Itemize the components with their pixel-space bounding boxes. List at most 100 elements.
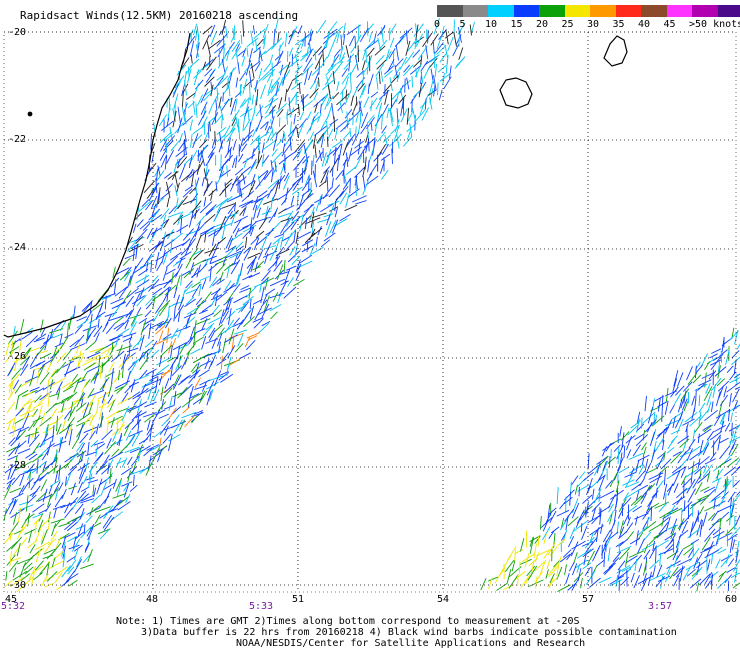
wind-barb (83, 362, 96, 371)
wind-barb (138, 351, 144, 362)
wind-barb (665, 539, 674, 549)
wind-barb (294, 140, 305, 153)
wind-barb (166, 327, 170, 344)
wind-barb (345, 76, 349, 86)
wind-barb (711, 348, 722, 354)
wind-barb (31, 442, 41, 455)
wind-barb (643, 463, 652, 479)
wind-barb (153, 430, 162, 438)
wind-barb (129, 484, 138, 492)
wind-barb (624, 474, 633, 489)
wind-barb (177, 106, 181, 123)
wind-barb (242, 129, 255, 141)
wind-barb (147, 455, 152, 471)
wind-barb (6, 480, 13, 490)
wind-barb (565, 515, 569, 531)
legend-label: >50 knots (689, 19, 740, 30)
wind-barb (4, 532, 14, 544)
wind-barb (290, 26, 298, 40)
wind-barb (248, 84, 251, 101)
wind-barb (681, 520, 689, 534)
wind-barb (202, 25, 213, 35)
wind-barb (9, 426, 25, 434)
lat-label-22: -22 (8, 134, 27, 145)
wind-barb (329, 219, 337, 234)
wind-barb (80, 498, 95, 504)
wind-barb (534, 535, 541, 544)
wind-barb (694, 421, 703, 433)
wind-barb (258, 51, 261, 63)
wind-barb (52, 333, 63, 339)
wind-barb (683, 401, 689, 412)
wind-barb (708, 370, 717, 380)
wind-barb (323, 232, 336, 242)
wind-barb (415, 33, 424, 47)
wind-barb (120, 354, 129, 370)
wind-barb (239, 98, 246, 109)
wind-barb (53, 481, 61, 493)
wind-barb (191, 283, 201, 298)
wind-barb (263, 37, 266, 50)
wind-barb (362, 174, 366, 191)
wind-barb (225, 235, 233, 249)
wind-barb (225, 212, 239, 219)
wind-barb (181, 91, 184, 108)
wind-barb (115, 337, 119, 347)
wind-barb (506, 568, 512, 584)
wind-barb (171, 365, 182, 377)
wind-barb (591, 501, 602, 513)
wind-barb (189, 262, 195, 275)
wind-barb (271, 106, 274, 119)
wind-barb (589, 577, 601, 588)
wind-barb (156, 261, 163, 272)
wind-barb (645, 500, 653, 514)
wind-barb (162, 252, 168, 265)
wind-barb (320, 94, 329, 107)
wind-barb (261, 270, 271, 282)
wind-barb (295, 270, 301, 281)
wind-barb (676, 372, 684, 387)
wind-barb (365, 175, 379, 186)
wind-barb (286, 265, 297, 271)
wind-barb (108, 400, 115, 413)
wind-barb (163, 140, 174, 152)
wind-barb (47, 493, 52, 508)
wind-barb (209, 276, 218, 289)
wind-barb (201, 335, 207, 350)
wind-barb (33, 572, 43, 581)
wind-barb (46, 362, 52, 373)
wind-barb (114, 316, 124, 324)
wind-barb (686, 366, 693, 381)
wind-barb (21, 481, 30, 493)
wind-barb (689, 414, 702, 427)
wind-barb (271, 62, 274, 77)
wind-barb (148, 322, 152, 339)
wind-barb (277, 292, 282, 304)
wind-barb (6, 477, 16, 485)
wind-barb (698, 411, 702, 426)
wind-barb (214, 77, 224, 90)
wind-barb (47, 421, 57, 427)
wind-barb (209, 258, 222, 265)
wind-barb (238, 199, 254, 207)
wind-barb (286, 181, 298, 194)
wind-barb (164, 172, 172, 179)
wind-barb (13, 464, 25, 472)
wind-barb (667, 483, 674, 496)
wind-barb (162, 286, 172, 303)
speed-legend: 0 5 10 15 20 25 30 35 40 45 >50 knots (434, 5, 740, 31)
wind-barb (653, 539, 669, 550)
wind-barb (110, 277, 120, 288)
wind-barb (366, 61, 369, 75)
wind-barb (281, 236, 291, 242)
wind-barb (676, 496, 683, 505)
wind-barb (679, 565, 684, 582)
wind-barb (9, 551, 12, 567)
wind-barb (123, 481, 131, 492)
wind-barb (721, 412, 726, 425)
wind-barb (632, 444, 641, 457)
wind-barb (314, 50, 317, 61)
wind-barb (311, 212, 327, 219)
wind-barb (247, 108, 250, 121)
legend-swatch (641, 5, 667, 17)
